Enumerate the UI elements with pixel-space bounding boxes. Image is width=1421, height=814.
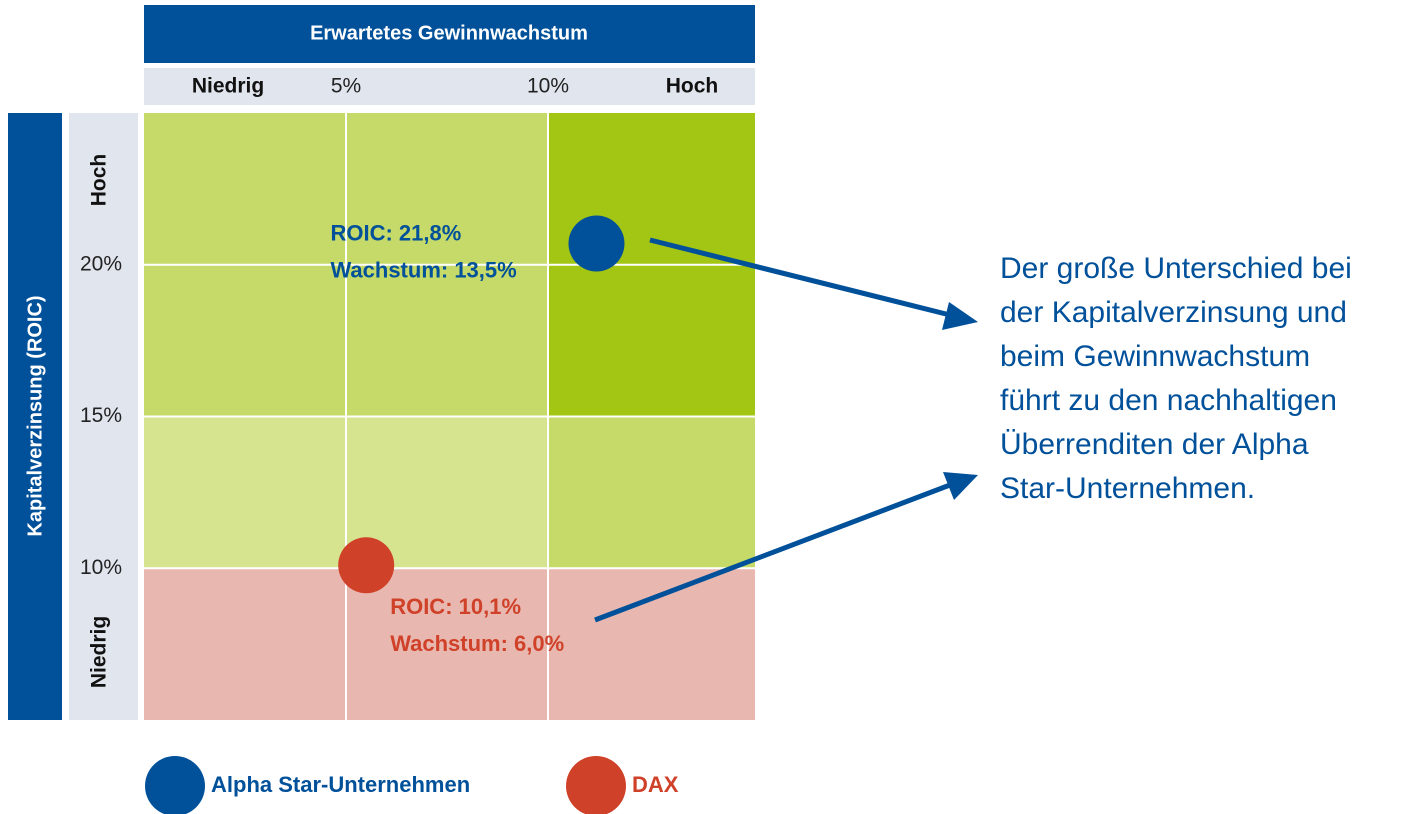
- point-annotation: ROIC: 21,8%: [330, 220, 461, 245]
- note-line: der Kapitalverzinsung und: [1000, 296, 1347, 329]
- point: [568, 215, 625, 272]
- y-tick-label: 10%: [80, 556, 122, 579]
- y-axis-title: Kapitalverzinsung (ROIC): [24, 295, 46, 536]
- legend-marker: [145, 756, 205, 814]
- x-axis-title: Erwartetes Gewinnwachstum: [310, 22, 588, 44]
- note-line: Der große Unterschied bei: [1000, 252, 1352, 285]
- legend-label: DAX: [632, 772, 679, 797]
- x-high-label: Hoch: [666, 75, 719, 98]
- point-annotation: Wachstum: 6,0%: [390, 631, 564, 656]
- x-header: [144, 5, 755, 63]
- x-tick-label: 5%: [331, 75, 361, 98]
- note-line: beim Gewinnwachstum: [1000, 340, 1310, 373]
- plot: [144, 113, 755, 720]
- legend-marker: [566, 756, 626, 814]
- arrow-line: [594, 482, 951, 623]
- y-tick-label: 15%: [80, 404, 122, 427]
- y-tick-label: 20%: [80, 252, 122, 275]
- arrow-line: [649, 237, 951, 318]
- point-annotation: Wachstum: 13,5%: [330, 257, 516, 282]
- arrow-head: [942, 302, 978, 330]
- x-tick-label: 10%: [527, 75, 569, 98]
- arrow-head: [943, 472, 978, 500]
- region: [548, 416, 755, 569]
- y-high-label: Hoch: [88, 154, 111, 207]
- note-line: Überrenditen der Alpha: [1000, 428, 1309, 461]
- y-low-label: Niedrig: [88, 616, 111, 688]
- note-line: führt zu den nachhaltigen: [1000, 384, 1337, 417]
- note-line: Star-Unternehmen.: [1000, 472, 1255, 505]
- y-tick-column: [69, 113, 138, 720]
- point-annotation: ROIC: 10,1%: [390, 594, 521, 619]
- y-header: [8, 113, 62, 720]
- legend-label: Alpha Star-Unternehmen: [211, 772, 470, 797]
- x-low-label: Niedrig: [192, 75, 264, 98]
- x-tick-row: [144, 68, 755, 105]
- region: [144, 568, 755, 720]
- arrows: [594, 237, 978, 623]
- point: [338, 537, 395, 594]
